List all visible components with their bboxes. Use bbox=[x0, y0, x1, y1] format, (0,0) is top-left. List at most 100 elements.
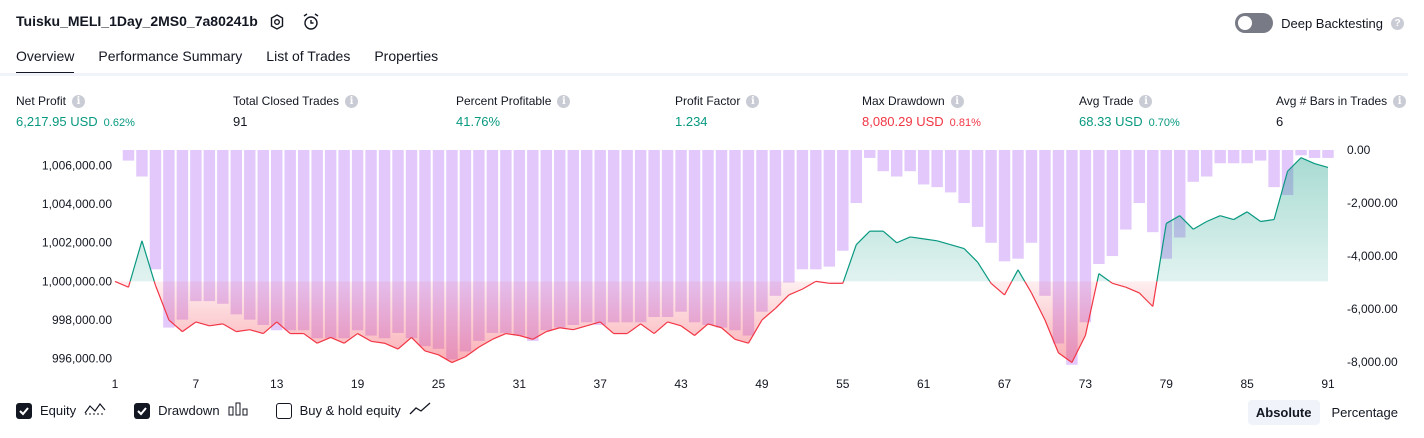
drawdown-bar bbox=[432, 150, 445, 349]
left-axis-tick-label: 998,000.00 bbox=[52, 313, 112, 327]
x-axis-tick-label: 13 bbox=[270, 377, 284, 391]
tab-performance-summary[interactable]: Performance Summary bbox=[98, 48, 243, 64]
equity-negative-area bbox=[115, 281, 1328, 363]
right-axis-tick-label: -4,000.00 bbox=[1347, 249, 1398, 263]
drawdown-bar bbox=[823, 150, 836, 267]
stat-avg-trade: Avg Trade i 68.33 USD 0.70% bbox=[1079, 94, 1180, 129]
x-axis-tick-label: 25 bbox=[432, 377, 446, 391]
left-axis-tick-label: 996,000.00 bbox=[52, 352, 112, 366]
drawdown-bar bbox=[149, 150, 162, 270]
stat-percent-profitable: Percent Profitable i 41.76% bbox=[456, 94, 571, 129]
drawdown-bar bbox=[257, 150, 269, 325]
stat-percent: 0.70% bbox=[1148, 117, 1180, 129]
drawdown-bar bbox=[1174, 150, 1186, 238]
equity-line-segment bbox=[1017, 269, 1026, 282]
equity-line-segment bbox=[734, 338, 749, 344]
drawdown-bar bbox=[230, 150, 243, 315]
info-icon[interactable]: i bbox=[746, 94, 760, 108]
equity-line-segment bbox=[451, 356, 466, 364]
drawdown-bar bbox=[702, 150, 714, 325]
info-icon[interactable]: i bbox=[1139, 94, 1153, 108]
drawdown-bar bbox=[890, 150, 903, 177]
legend-equity[interactable]: Equity bbox=[16, 402, 106, 419]
checkbox-unchecked-icon[interactable] bbox=[275, 402, 292, 419]
right-axis-tick-label: -2,000.00 bbox=[1347, 196, 1398, 210]
help-icon[interactable]: ? bbox=[1391, 16, 1404, 30]
drawdown-bar bbox=[311, 150, 323, 339]
equity-line-segment bbox=[815, 280, 830, 284]
equity-line-segment bbox=[963, 248, 979, 263]
equity-line-segment bbox=[1260, 218, 1275, 223]
legend-drawdown-label: Drawdown bbox=[158, 403, 220, 418]
strategy-title: Tuisku_MELI_1Day_2MS0_7a80241b bbox=[16, 13, 258, 29]
legend-drawdown[interactable]: Drawdown bbox=[134, 402, 248, 419]
checkbox-checked-icon[interactable] bbox=[134, 402, 151, 419]
equity-line-segment bbox=[599, 321, 615, 335]
equity-line-segment bbox=[1058, 352, 1073, 364]
deep-backtesting-label: Deep Backtesting bbox=[1281, 15, 1383, 31]
equity-area bbox=[114, 157, 1329, 364]
equity-line-segment bbox=[1125, 286, 1140, 294]
stat-value: 6,217.95 USD bbox=[16, 114, 98, 129]
equity-line-segment bbox=[586, 321, 601, 327]
equity-line-segment bbox=[747, 319, 763, 344]
tab-list-of-trades[interactable]: List of Trades bbox=[266, 48, 351, 64]
equity-line-segment bbox=[1179, 215, 1194, 230]
checkbox-checked-icon[interactable] bbox=[16, 402, 32, 419]
equity-line-segment bbox=[1246, 211, 1261, 222]
drawdown-bar bbox=[729, 150, 741, 331]
left-axis-tick-label: 1,002,000.00 bbox=[42, 236, 112, 250]
x-axis-tick-label: 85 bbox=[1240, 377, 1254, 391]
equity-line-segment bbox=[168, 319, 183, 333]
equity-line-segment bbox=[842, 244, 857, 282]
equity-line-segment bbox=[990, 282, 1005, 296]
info-icon[interactable]: i bbox=[950, 94, 964, 108]
legend-buy-hold-label: Buy & hold equity bbox=[299, 403, 401, 418]
drawdown-bars bbox=[122, 150, 1334, 365]
x-axis-tick-label: 43 bbox=[674, 377, 688, 391]
equity-line-segment bbox=[153, 281, 157, 286]
drawdown-bar bbox=[486, 150, 499, 333]
drawdown-bar bbox=[1200, 150, 1213, 177]
stat-value: 1.234 bbox=[675, 114, 708, 129]
drawdown-bar bbox=[513, 150, 526, 336]
drawdown-bar bbox=[405, 150, 418, 339]
x-axis-tick-label: 79 bbox=[1160, 377, 1174, 391]
alarm-add-icon[interactable] bbox=[300, 11, 322, 33]
equity-line-icon bbox=[84, 402, 106, 419]
settings-icon[interactable] bbox=[266, 11, 288, 33]
equity-line-segment bbox=[1044, 319, 1059, 354]
equity-line-segment bbox=[1096, 273, 1100, 282]
equity-line-segment bbox=[1071, 335, 1086, 363]
stat-value: 6 bbox=[1276, 114, 1284, 129]
tab-divider bbox=[0, 73, 1408, 76]
drawdown-bar bbox=[796, 150, 809, 270]
drawdown-bar bbox=[459, 150, 472, 352]
drawdown-bar bbox=[580, 150, 593, 323]
equity-line-segment bbox=[195, 321, 210, 327]
info-icon[interactable]: i bbox=[345, 94, 359, 108]
drawdown-bar bbox=[1133, 150, 1146, 204]
equity-drawdown-chart[interactable]: 1,006,000.00 1,004,000.00 1,002,000.00 1,00… bbox=[0, 0, 1424, 400]
mode-percentage[interactable]: Percentage bbox=[1331, 405, 1399, 420]
equity-positive-area bbox=[115, 157, 1328, 282]
info-icon[interactable]: i bbox=[72, 94, 86, 108]
drawdown-bar bbox=[473, 150, 485, 341]
equity-line-segment bbox=[1084, 281, 1098, 336]
equity-line-segment bbox=[1273, 171, 1289, 220]
stat-net-profit: Net Profit i 6,217.95 USD 0.62% bbox=[16, 94, 135, 129]
drawdown-bar bbox=[634, 150, 647, 323]
drawdown-bar bbox=[917, 150, 930, 185]
tab-properties[interactable]: Properties bbox=[374, 48, 439, 64]
deep-backtesting-toggle[interactable] bbox=[1235, 13, 1274, 33]
info-icon[interactable]: i bbox=[557, 94, 571, 108]
equity-line-segment bbox=[505, 332, 520, 337]
drawdown-bar bbox=[783, 150, 795, 283]
legend-buy-hold[interactable]: Buy & hold equity bbox=[275, 402, 431, 419]
info-icon[interactable]: i bbox=[1393, 94, 1407, 108]
mode-absolute[interactable]: Absolute bbox=[1247, 400, 1320, 425]
equity-line-segment bbox=[1220, 215, 1234, 221]
drawdown-bar bbox=[837, 150, 849, 251]
equity-line-segment bbox=[182, 321, 197, 333]
drawdown-bar bbox=[297, 150, 310, 331]
